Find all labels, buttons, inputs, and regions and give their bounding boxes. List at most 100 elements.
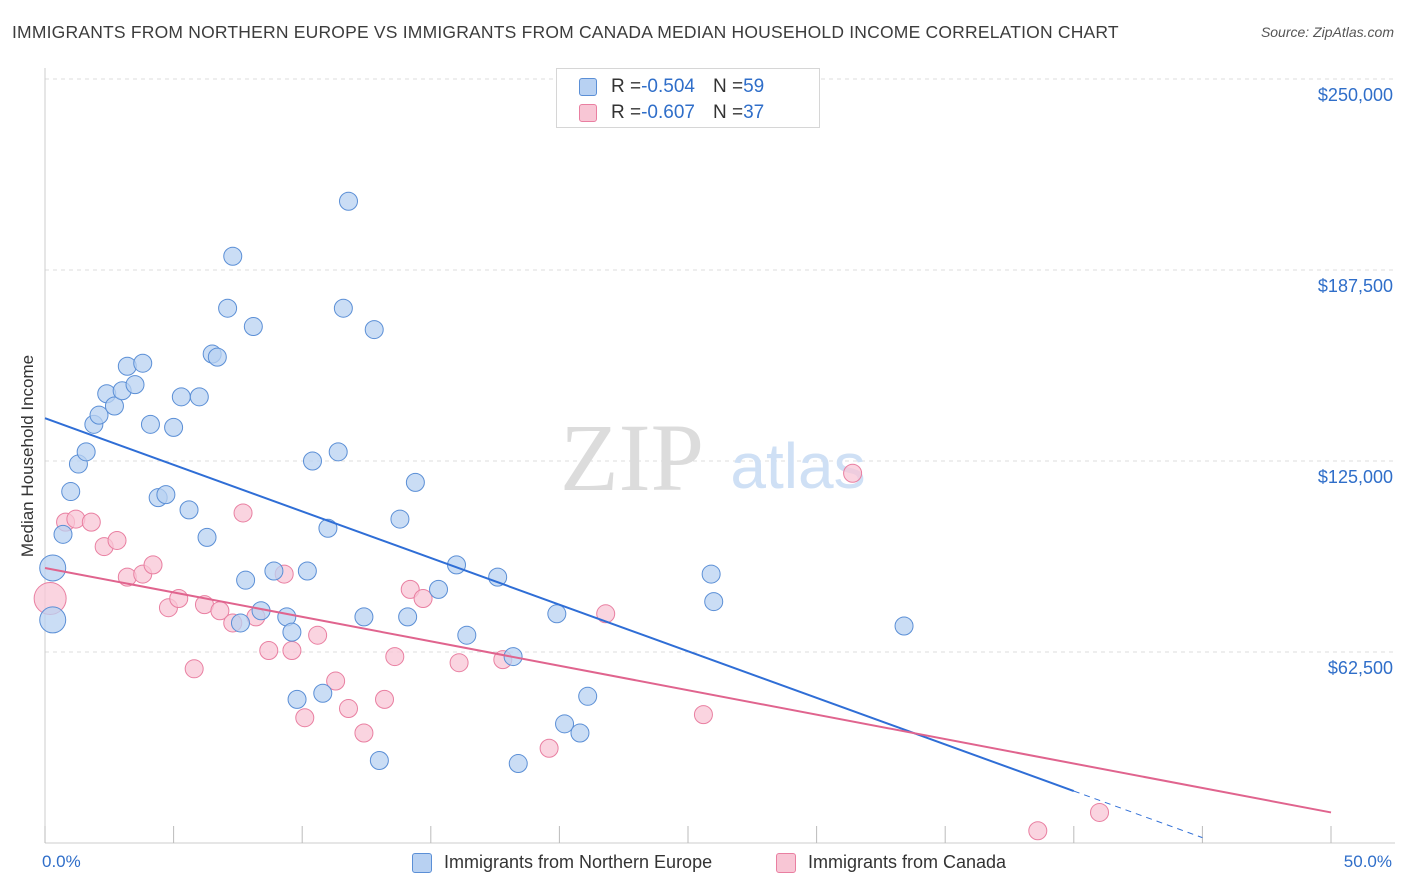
data-point [259, 640, 279, 660]
data-point [369, 750, 389, 770]
data-point [364, 320, 384, 340]
data-point [218, 298, 238, 318]
data-point [297, 561, 317, 581]
data-point [243, 317, 263, 337]
data-point [570, 723, 590, 743]
stats-row-canada: R = -0.607 N = 37 [579, 101, 764, 125]
data-point [117, 356, 137, 376]
data-point [171, 387, 191, 407]
data-point [596, 604, 616, 624]
data-point [133, 353, 153, 373]
data-point [189, 387, 209, 407]
data-point [843, 463, 863, 483]
stats-legend: R = -0.504 N = 59 R = -0.607 N = 37 [556, 68, 820, 128]
data-point [555, 714, 575, 734]
axes [44, 68, 1395, 844]
data-point [236, 570, 256, 590]
data-point [156, 485, 176, 505]
data-point [405, 472, 425, 492]
trendline-northern-europe-extension [1073, 790, 1203, 839]
stats-row-northern-europe: R = -0.504 N = 59 [579, 75, 764, 99]
data-point [354, 607, 374, 627]
legend-label: Immigrants from Canada [808, 852, 1007, 872]
data-point [318, 518, 338, 538]
data-point [449, 653, 469, 673]
data-point [76, 442, 96, 462]
trendlines [44, 417, 1332, 839]
data-point [488, 567, 508, 587]
data-point [539, 738, 559, 758]
data-point [1090, 802, 1110, 822]
data-point [295, 708, 315, 728]
data-point [282, 640, 302, 660]
data-point [413, 589, 433, 609]
source-note: Source: ZipAtlas.com [1260, 24, 1394, 40]
data-point [578, 686, 598, 706]
data-point [282, 622, 302, 642]
series-legend: Immigrants from Northern Europe Immigran… [0, 852, 1406, 876]
data-point [328, 442, 348, 462]
data-point [308, 625, 328, 645]
data-point [143, 555, 163, 575]
n-label: N = [712, 76, 744, 97]
x-tick-label-min: 0.0% [42, 852, 81, 871]
trendline-canada [44, 566, 1332, 814]
data-point [89, 405, 109, 425]
series-canada-points [33, 463, 1110, 841]
data-point [81, 512, 101, 532]
n-value: 37 [743, 102, 765, 123]
data-point [704, 592, 724, 612]
data-point [701, 564, 721, 584]
data-point [508, 754, 528, 774]
data-point [207, 347, 227, 367]
r-label: R = [611, 76, 642, 97]
n-label: N = [712, 102, 744, 123]
y-tick-label: $62,500 [1328, 658, 1393, 678]
r-value: -0.504 [641, 76, 695, 97]
y-tick-label: $125,000 [1318, 467, 1393, 487]
northern-europe-swatch [579, 78, 597, 96]
data-point [233, 503, 253, 523]
data-point [107, 530, 127, 550]
data-point [354, 723, 374, 743]
data-point [302, 451, 322, 471]
data-point [53, 524, 73, 544]
data-point [313, 683, 333, 703]
data-point [338, 699, 358, 719]
data-point [457, 625, 477, 645]
data-point [264, 561, 284, 581]
r-label: R = [611, 102, 642, 123]
r-value: -0.607 [641, 102, 695, 123]
y-tick-label: $250,000 [1318, 85, 1393, 105]
data-point [429, 579, 449, 599]
legend-label: Immigrants from Northern Europe [444, 852, 713, 872]
data-point [164, 417, 184, 437]
data-point [197, 527, 217, 547]
x-tick-label-max: 50.0% [1343, 852, 1392, 871]
data-point [184, 659, 204, 679]
data-point [287, 689, 307, 709]
grid-lines [45, 78, 1395, 653]
data-point [326, 671, 346, 691]
canada-swatch [579, 104, 597, 122]
data-point [400, 579, 420, 599]
data-point [230, 613, 250, 633]
data-point [693, 705, 713, 725]
trendline-northern-europe [44, 417, 1075, 792]
chart-title: IMMIGRANTS FROM NORTHERN EUROPE VS IMMIG… [12, 22, 1119, 42]
data-point [66, 509, 86, 529]
data-point [140, 414, 160, 434]
data-point [223, 246, 243, 266]
data-point [390, 509, 410, 529]
data-point [338, 191, 358, 211]
data-point [104, 396, 124, 416]
n-value: 59 [743, 76, 765, 97]
series-northern-europe-points [39, 191, 914, 774]
watermark-atlas: atlas [730, 430, 865, 502]
y-tick-label: $187,500 [1318, 276, 1393, 296]
legend-item-northern-europe: Immigrants from Northern Europe [412, 852, 712, 873]
y-tick-labels: $62,500 $125,000 $187,500 $250,000 [1318, 85, 1393, 678]
watermark-zip: ZIP [560, 404, 704, 511]
data-point [375, 689, 395, 709]
